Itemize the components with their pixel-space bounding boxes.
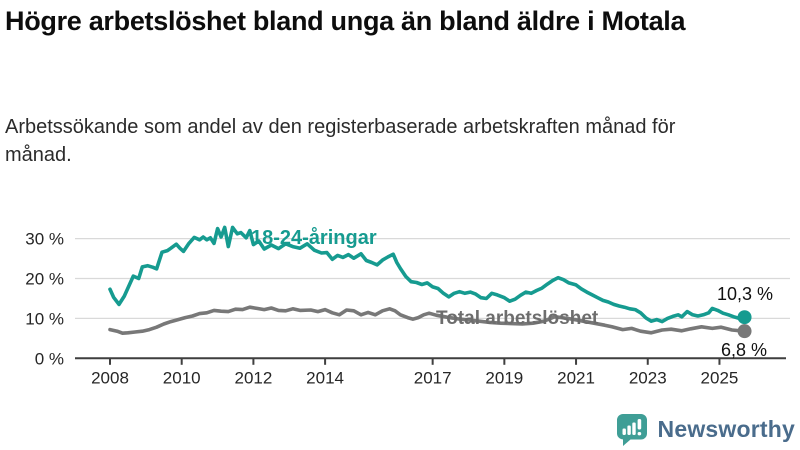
series-label-total: Total arbetslöshet [436, 308, 599, 329]
chart-canvas: 0 % 10 % 20 % 30 % 2008 2010 2012 2014 2017 2019 2… [25, 225, 790, 387]
series-end-dot-1 [737, 324, 752, 339]
x-axis-tick-label: 2019 [485, 368, 523, 387]
page-subtitle: Arbetssökande som andel av den registerb… [5, 116, 676, 166]
x-axis-tick-label: 2014 [306, 368, 344, 387]
x-axis-tick-label: 2025 [701, 368, 739, 387]
x-axis-tick-label: 2010 [163, 368, 201, 387]
series-line-0 [108, 225, 747, 324]
end-value-label-young: 10,3 % [717, 284, 774, 304]
y-axis-tick-label: 20 % [25, 270, 64, 289]
y-axis-tick-label: 30 % [25, 230, 64, 249]
end-value-label-total: 6,8 % [721, 340, 768, 360]
x-axis-tick-label: 2017 [414, 368, 452, 387]
newsworthy-wordmark: Newsworthy [657, 415, 795, 442]
series-label-young: 18-24-åringar [251, 227, 377, 249]
series-end-dot-0 [737, 310, 752, 325]
y-axis-tick-label: 10 % [25, 309, 64, 328]
x-axis-tick-label: 2023 [629, 368, 667, 387]
x-axis-tick-label: 2008 [91, 368, 129, 387]
bar-chart-speech-bubble-icon [616, 414, 647, 446]
newsworthy-logo: Newsworthy [615, 412, 795, 446]
x-axis-tick-label: 2021 [557, 368, 595, 387]
unemployment-line-chart: 0 % 10 % 20 % 30 % 2008 2010 2012 2014 2017 2019 2… [25, 225, 790, 387]
y-axis-tick-label: 0 % [35, 349, 64, 368]
series-line-1 [108, 305, 747, 335]
x-axis-tick-label: 2012 [234, 368, 272, 387]
page-title: Högre arbetslöshet bland unga än bland ä… [5, 6, 686, 36]
